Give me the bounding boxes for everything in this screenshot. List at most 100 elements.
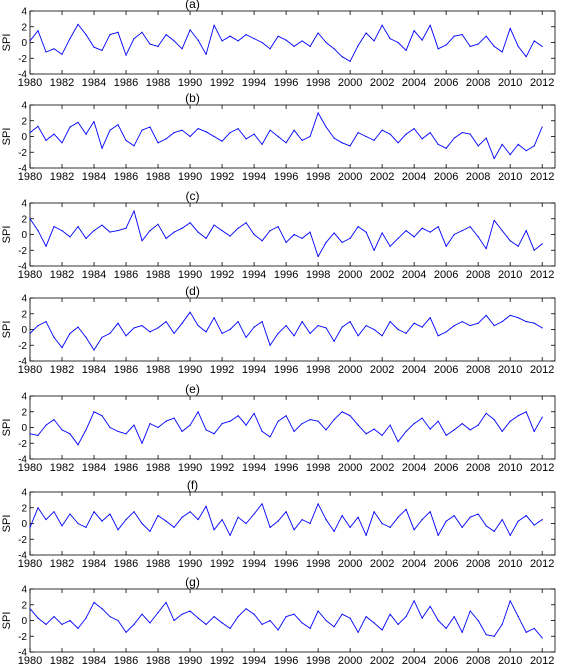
x-tick-label: 1986 bbox=[114, 77, 138, 89]
spi-data-point bbox=[477, 236, 479, 238]
y-tick-label: 2 bbox=[21, 309, 27, 320]
spi-data-point bbox=[61, 53, 63, 55]
spi-data-point bbox=[173, 131, 175, 134]
spi-data-point bbox=[205, 331, 207, 333]
spi-data-point bbox=[117, 430, 119, 433]
x-tick-label: 1994 bbox=[242, 364, 266, 376]
y-axis-label: SPI bbox=[1, 419, 13, 437]
x-tick-label: 1992 bbox=[210, 364, 234, 376]
spi-data-point bbox=[293, 129, 295, 131]
x-tick-label: 1988 bbox=[146, 171, 170, 183]
spi-data-point bbox=[229, 235, 231, 237]
spi-data-point bbox=[173, 619, 175, 622]
spi-series-line bbox=[29, 411, 543, 446]
spi-data-point bbox=[133, 511, 135, 513]
x-tick-label: 1982 bbox=[50, 655, 74, 664]
spi-data-point bbox=[461, 131, 463, 134]
x-tick-label: 2012 bbox=[530, 77, 554, 89]
x-tick-label: 2012 bbox=[530, 171, 554, 183]
spi-data-point bbox=[261, 623, 263, 626]
x-tick-label: 2008 bbox=[466, 558, 490, 570]
spi-data-point bbox=[205, 237, 207, 240]
x-tick-label: 2010 bbox=[498, 462, 522, 474]
spi-data-point bbox=[493, 530, 495, 532]
spi-data-point bbox=[541, 416, 543, 418]
x-tick-label: 1984 bbox=[82, 558, 106, 570]
x-tick-label: 1988 bbox=[146, 269, 170, 281]
x-tick-label: 2010 bbox=[498, 171, 522, 183]
spi-data-point bbox=[317, 255, 319, 258]
x-tick-label: 1996 bbox=[274, 462, 298, 474]
spi-data-point bbox=[389, 424, 391, 426]
spi-data-point bbox=[413, 236, 415, 238]
spi-data-point bbox=[325, 619, 327, 622]
spi-data-point bbox=[189, 511, 191, 513]
spi-data-point bbox=[101, 608, 103, 610]
spi-data-point bbox=[61, 525, 63, 527]
spi-data-point bbox=[301, 422, 303, 425]
spi-data-point bbox=[53, 419, 55, 421]
spi-data-point bbox=[517, 615, 519, 618]
spi-data-point bbox=[541, 327, 543, 329]
x-tick-label: 2002 bbox=[370, 558, 394, 570]
x-tick-label: 1984 bbox=[82, 269, 106, 281]
spi-data-point bbox=[509, 600, 511, 602]
spi-data-point bbox=[125, 631, 127, 633]
spi-data-point bbox=[501, 321, 503, 323]
spi-data-point bbox=[77, 226, 79, 228]
spi-data-point bbox=[413, 422, 415, 425]
spi-data-point bbox=[429, 511, 431, 513]
spi-data-point bbox=[501, 143, 503, 145]
spi-data-point bbox=[277, 135, 279, 138]
spi-data-point bbox=[53, 511, 55, 513]
spi-data-point bbox=[133, 623, 135, 626]
spi-data-point bbox=[61, 347, 63, 349]
spi-data-point bbox=[461, 631, 463, 633]
spi-data-point bbox=[213, 529, 215, 531]
spi-data-point bbox=[325, 126, 327, 128]
x-tick-label: 1994 bbox=[242, 269, 266, 281]
spi-data-point bbox=[77, 522, 79, 525]
spi-data-point bbox=[133, 424, 135, 426]
spi-data-point bbox=[117, 619, 119, 622]
spi-data-point bbox=[149, 530, 151, 532]
spi-data-point bbox=[125, 518, 127, 521]
x-tick-label: 1984 bbox=[82, 364, 106, 376]
spi-data-point bbox=[269, 526, 271, 529]
spi-data-point bbox=[45, 51, 47, 53]
spi-data-point bbox=[381, 24, 383, 26]
spi-data-point bbox=[445, 627, 447, 629]
x-tick-label: 1994 bbox=[242, 655, 266, 664]
x-tick-label: 1998 bbox=[306, 655, 330, 664]
spi-data-point bbox=[389, 613, 391, 615]
y-tick-label: 4 bbox=[21, 488, 27, 499]
spi-data-point bbox=[501, 229, 503, 232]
x-tick-label: 1982 bbox=[50, 171, 74, 183]
spi-data-point bbox=[293, 233, 295, 236]
spi-data-point bbox=[365, 135, 367, 138]
y-tick-label: -4 bbox=[18, 164, 27, 175]
spi-data-point bbox=[437, 48, 439, 50]
spi-data-point bbox=[317, 420, 319, 422]
spi-series-line bbox=[29, 23, 543, 62]
spi-data-point bbox=[493, 635, 495, 637]
spi-data-point bbox=[269, 344, 271, 346]
spi-data-point bbox=[277, 332, 279, 335]
spi-data-point bbox=[213, 135, 215, 138]
spi-data-point bbox=[197, 518, 199, 521]
x-tick-label: 1998 bbox=[306, 558, 330, 570]
spi-data-point bbox=[293, 529, 295, 531]
spi-data-point bbox=[229, 420, 231, 422]
x-tick-label: 2010 bbox=[498, 77, 522, 89]
y-tick-label: 4 bbox=[21, 392, 27, 403]
x-tick-label: 2000 bbox=[338, 171, 362, 183]
spi-data-point bbox=[237, 615, 239, 618]
y-tick-label: -4 bbox=[18, 262, 27, 273]
spi-data-point bbox=[157, 426, 159, 429]
panel-title: (e) bbox=[185, 382, 200, 396]
x-tick-label: 1990 bbox=[178, 77, 202, 89]
spi-data-point bbox=[381, 129, 383, 131]
spi-data-point bbox=[141, 324, 143, 327]
y-tick-label: 4 bbox=[21, 101, 27, 112]
spi-data-point bbox=[349, 526, 351, 529]
